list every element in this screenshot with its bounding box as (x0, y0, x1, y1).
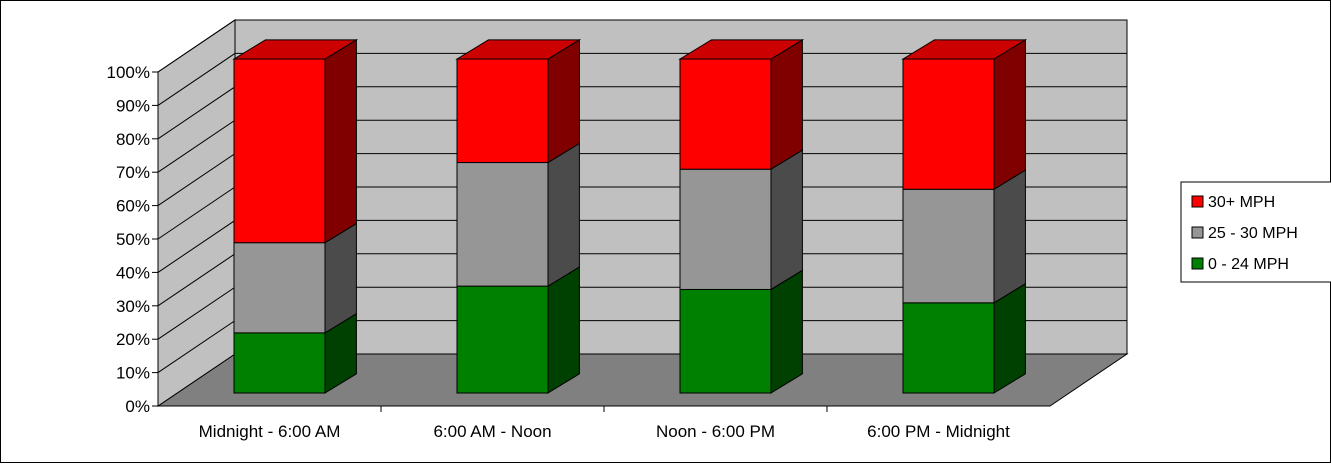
legend: 30+ MPH 25 - 30 MPH 0 - 24 MPH (1180, 181, 1331, 283)
bar-side (547, 266, 580, 394)
bar-front (679, 58, 772, 170)
y-tick-label: 20% (116, 330, 150, 349)
bar-segment (679, 149, 803, 291)
bar-front (233, 58, 326, 244)
bar-side (547, 142, 580, 288)
bar-segment (233, 222, 357, 334)
legend-swatch (1191, 226, 1204, 239)
gridline (157, 52, 1127, 106)
bar-side (993, 38, 1026, 191)
bar-top (455, 39, 582, 60)
bar-segment (455, 38, 582, 164)
y-tick-label: 90% (116, 96, 150, 115)
bar-side (770, 269, 803, 394)
y-tick-label: 10% (116, 364, 150, 383)
bar-front (233, 242, 326, 334)
x-axis-labels: Midnight - 6:00 AM 6:00 AM - Noon Noon - 6… (158, 405, 1050, 441)
bar-top (901, 39, 1028, 60)
bar-segment (233, 312, 357, 394)
bar-front (233, 332, 326, 394)
x-category-label: Noon - 6:00 PM (656, 422, 775, 441)
y-tick-label: 100% (107, 63, 150, 82)
bar-segment (902, 282, 1026, 394)
y-tick-label: 80% (116, 130, 150, 149)
bar-segment (679, 269, 803, 394)
legend-swatch (1191, 257, 1204, 270)
bar-front (679, 168, 772, 290)
bar-side (770, 149, 803, 291)
bar-top (678, 39, 805, 60)
bar-side (324, 38, 357, 244)
y-tick-label: 30% (116, 297, 150, 316)
gridline (157, 19, 1127, 73)
legend-box (1180, 181, 1331, 283)
y-tick-label: 0% (125, 397, 150, 416)
bar-front (456, 58, 549, 164)
y-tick-label: 40% (116, 263, 150, 282)
bar-top (232, 39, 359, 60)
bar-front (456, 162, 549, 287)
x-category-label: 6:00 AM - Noon (433, 422, 551, 441)
bar-segment (901, 38, 1028, 191)
y-tick-label: 70% (116, 163, 150, 182)
bar-side (770, 38, 803, 171)
bar-segment (678, 38, 805, 171)
bar-front (902, 188, 995, 304)
x-category-label: 6:00 PM - Midnight (867, 422, 1010, 441)
legend-label: 30+ MPH (1208, 194, 1275, 211)
y-axis-ticks: 0% 10% 20% 30% 40% 50% 60% 70% 80% 90% 100% (107, 63, 159, 416)
bar-front (902, 58, 995, 190)
legend-label: 0 - 24 MPH (1208, 256, 1289, 273)
y-tick-label: 60% (116, 197, 150, 216)
bar-front (456, 285, 549, 394)
bar-side (993, 169, 1026, 304)
legend-swatch (1191, 195, 1204, 208)
bar-side (547, 38, 580, 164)
x-category-label: Midnight - 6:00 AM (199, 422, 341, 441)
bar-front (679, 288, 772, 394)
bars (232, 38, 1028, 394)
bar-front (902, 302, 995, 394)
y-tick-label: 50% (116, 230, 150, 249)
bar-segment (456, 142, 580, 288)
bar-segment (902, 169, 1026, 304)
bar-segment (456, 266, 580, 394)
bar-segment (232, 38, 359, 244)
legend-label: 25 - 30 MPH (1208, 225, 1298, 242)
